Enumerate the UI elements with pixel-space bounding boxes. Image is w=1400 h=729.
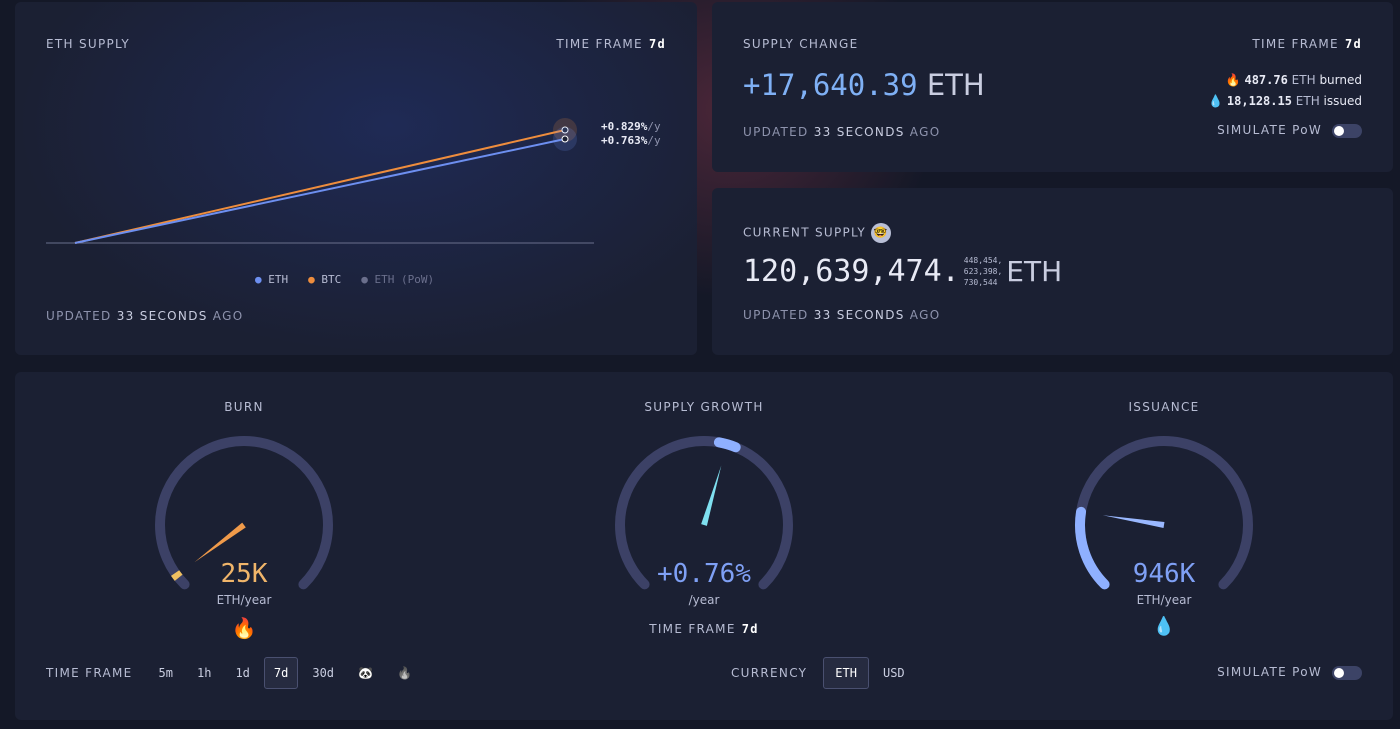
btc-end-label: +0.829%/y [601, 120, 661, 133]
card-title: CURRENT SUPPLY 🤓 [743, 223, 892, 243]
burn-unit: ETH/year [216, 593, 272, 607]
timeframe-indicator: TIME FRAME 7d [556, 37, 666, 51]
burn-value: 25K [220, 559, 268, 589]
card-title: SUPPLY CHANGE [743, 37, 859, 51]
timeframe-selector: TIME FRAME 5m 1h 1d 7d 30d 🐼 🔥 [46, 657, 422, 689]
gauge-timeframe: TIME FRAME 7d [649, 622, 759, 636]
legend-eth[interactable]: ● ETH [255, 273, 289, 286]
burn-title: BURN [224, 400, 264, 414]
timeframe-30d[interactable]: 30d [312, 666, 335, 680]
droplet-icon: 💧 [1208, 94, 1224, 108]
gauges-svg [155, 436, 1253, 590]
timeframe-indicator: TIME FRAME 7d [1252, 37, 1362, 51]
gauge-fill [171, 570, 183, 581]
supply-growth-value: +0.76% [657, 559, 751, 589]
issuance-title: ISSUANCE [1128, 400, 1200, 414]
currency-eth[interactable]: ETH [823, 657, 869, 689]
currency-usd[interactable]: USD [882, 666, 905, 680]
fire-icon: 🔥 [231, 616, 257, 640]
updated-text: UPDATED 33 SECONDS AGO [46, 309, 244, 323]
issuance-value: 946K [1132, 559, 1196, 589]
issued-row: 💧 18,128.15 ETH issued [1208, 94, 1362, 108]
current-supply-value: 120,639,474. 448,454, 623,398, 730,544 ETH [743, 254, 1063, 289]
supply-growth-unit: /year [688, 593, 720, 607]
currency-label: CURRENCY [731, 666, 808, 680]
simulate-pow: SIMULATE PoW [1217, 123, 1362, 138]
panda-icon[interactable]: 🐼 [358, 666, 373, 680]
timeframe-1d[interactable]: 1d [235, 666, 250, 680]
updated-text: UPDATED 33 SECONDS AGO [743, 308, 941, 322]
fire-icon: 🔥 [1225, 73, 1241, 87]
card-title: ETH SUPPLY [46, 37, 131, 51]
supply-growth-title: SUPPLY GROWTH [644, 400, 764, 414]
gauge-fill [713, 437, 741, 453]
series-line-eth [74, 138, 566, 244]
simulate-pow: SIMULATE PoW [1217, 665, 1362, 680]
supply-change-value: +17,640.39 ETH [743, 68, 985, 102]
supply-change-card: SUPPLY CHANGE TIME FRAME 7d +17,640.39 ET… [712, 2, 1393, 172]
gauge-track [615, 436, 793, 590]
timeframe-label: TIME FRAME [46, 666, 133, 680]
burn-issue-summary: 🔥 487.76 ETH burned 💧 18,128.15 ETH issu… [1208, 70, 1362, 112]
end-labels: +0.829%/y +0.763%/y [601, 120, 661, 148]
burned-row: 🔥 487.76 ETH burned [1225, 73, 1362, 87]
gauge-needle [1102, 515, 1165, 528]
end-point-eth [561, 135, 569, 143]
gauge-needle [701, 465, 722, 526]
currency-selector: CURRENCY ETH USD [731, 657, 915, 689]
gauges-card: BURN 25K ETH/year 🔥 SUPPLY GROWTH +0.76%… [15, 372, 1393, 720]
supply-chart [46, 118, 594, 244]
legend-eth-pow[interactable]: ● ETH (PoW) [361, 273, 435, 286]
gauge-fill [1075, 506, 1110, 590]
fire-timeframe-icon[interactable]: 🔥 [396, 666, 412, 680]
current-supply-card: CURRENT SUPPLY 🤓 120,639,474. 448,454, 62… [712, 188, 1393, 355]
timeframe-5m[interactable]: 5m [158, 666, 173, 680]
legend-btc[interactable]: ● BTC [308, 273, 342, 286]
chart-legend: ● ETH ● BTC ● ETH (PoW) [255, 273, 434, 286]
droplet-icon: 💧 [1152, 616, 1176, 637]
nerd-face-icon: 🤓 [871, 223, 892, 243]
timeframe-1h[interactable]: 1h [196, 666, 212, 680]
updated-text: UPDATED 33 SECONDS AGO [743, 125, 941, 139]
gauge-needle [194, 522, 246, 563]
eth-supply-card: ETH SUPPLY TIME FRAME 7d +0.829%/y +0.763… [15, 2, 697, 355]
issuance-unit: ETH/year [1136, 593, 1192, 607]
timeframe-7d[interactable]: 7d [263, 657, 299, 689]
supply-decimals: 448,454, 623,398, 730,544 [963, 256, 1003, 287]
simulate-pow-toggle[interactable] [1332, 123, 1362, 138]
eth-end-label: +0.763%/y [601, 134, 661, 147]
end-point-btc [561, 126, 569, 134]
series-line-btc [74, 129, 566, 244]
gauge-track [155, 436, 333, 590]
simulate-pow-toggle[interactable] [1332, 665, 1362, 680]
